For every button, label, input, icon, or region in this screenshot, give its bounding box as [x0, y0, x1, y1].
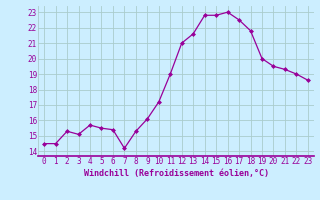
X-axis label: Windchill (Refroidissement éolien,°C): Windchill (Refroidissement éolien,°C) — [84, 169, 268, 178]
